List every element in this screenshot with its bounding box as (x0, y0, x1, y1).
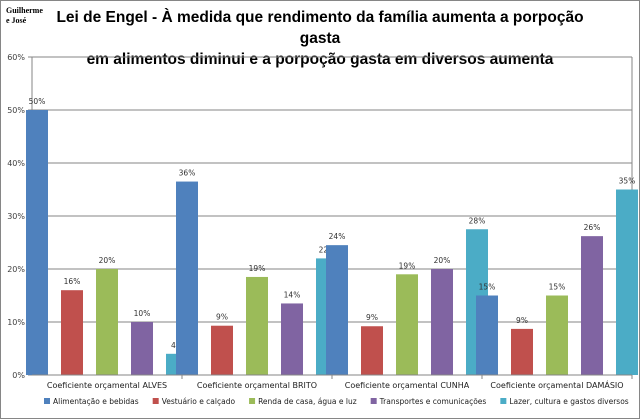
x-category-label: Coeficiente orçamental DAMÁSIO (490, 379, 623, 390)
x-category-label: Coeficiente orçamental CUNHA (345, 381, 470, 390)
data-label: 20% (99, 256, 116, 265)
bar (61, 290, 83, 375)
data-label: 50% (29, 97, 46, 106)
bar (246, 276, 268, 375)
bar (616, 189, 638, 375)
chart-title: Lei de Engel - À medida que rendimento d… (40, 7, 600, 70)
data-label: 16% (64, 277, 81, 286)
data-label: 9% (366, 313, 378, 322)
legend-swatch (370, 398, 377, 404)
y-tick-label: 50% (7, 106, 25, 115)
y-tick-label: 0% (12, 371, 25, 380)
bar (511, 328, 533, 375)
data-label: 14% (284, 290, 301, 299)
bar (361, 326, 383, 375)
y-tick-label: 10% (7, 318, 25, 327)
data-label: 19% (249, 264, 266, 273)
bars: 50%16%20%10%4%36%9%19%14%22%24%9%19%20%2… (26, 97, 638, 375)
y-tick-label: 30% (7, 212, 25, 221)
data-label: 9% (516, 316, 528, 325)
x-category-label: Coeficiente orçamental BRITO (197, 381, 317, 390)
y-tick-label: 40% (7, 159, 25, 168)
legend-swatch (500, 398, 507, 404)
bar (476, 295, 498, 375)
x-category-label: Coeficiente orçamental ALVES (47, 381, 167, 390)
legend-label: Vestuário e calçado (162, 397, 236, 406)
legend-swatch (44, 398, 50, 404)
bar (396, 274, 418, 375)
data-label: 15% (549, 283, 566, 292)
legend-label: Transportes e comunicações (379, 397, 487, 406)
bar (281, 303, 303, 375)
legend-swatch (152, 398, 159, 404)
bar (26, 110, 48, 375)
bar (96, 269, 118, 375)
x-axis: Coeficiente orçamental ALVES Coeficiente … (32, 374, 633, 390)
chart-title-line-2: em alimentos diminui e a porpoção gasta … (86, 51, 554, 68)
data-label: 26% (584, 223, 601, 232)
legend-label: Renda de casa, água e luz (258, 397, 357, 406)
data-label: 28% (469, 216, 486, 225)
data-label: 35% (619, 177, 636, 186)
data-label: 15% (479, 283, 496, 292)
legend-label: Alimentação e bebidas (53, 397, 139, 406)
bar (581, 236, 603, 375)
bar (431, 269, 453, 375)
author-label: Guilherme e José (6, 6, 43, 25)
legend: Alimentação e bebidas Vestuário e calçado… (44, 397, 629, 406)
bar (546, 295, 568, 375)
data-label: 36% (179, 169, 196, 178)
bar (326, 245, 348, 375)
y-tick-label: 20% (7, 265, 25, 274)
legend-swatch (249, 398, 256, 404)
bar (176, 181, 198, 375)
data-label: 19% (399, 261, 416, 270)
data-label: 24% (329, 232, 346, 241)
y-tick-label: 60% (7, 53, 25, 62)
data-label: 20% (434, 256, 451, 265)
legend-label: Lazer, cultura e gastos diversos (509, 397, 628, 406)
bar (131, 322, 153, 375)
data-label: 10% (134, 309, 151, 318)
chart-title-line-1: Lei de Engel - À medida que rendimento d… (56, 9, 584, 47)
bar (211, 325, 233, 375)
data-label: 9% (216, 313, 228, 322)
